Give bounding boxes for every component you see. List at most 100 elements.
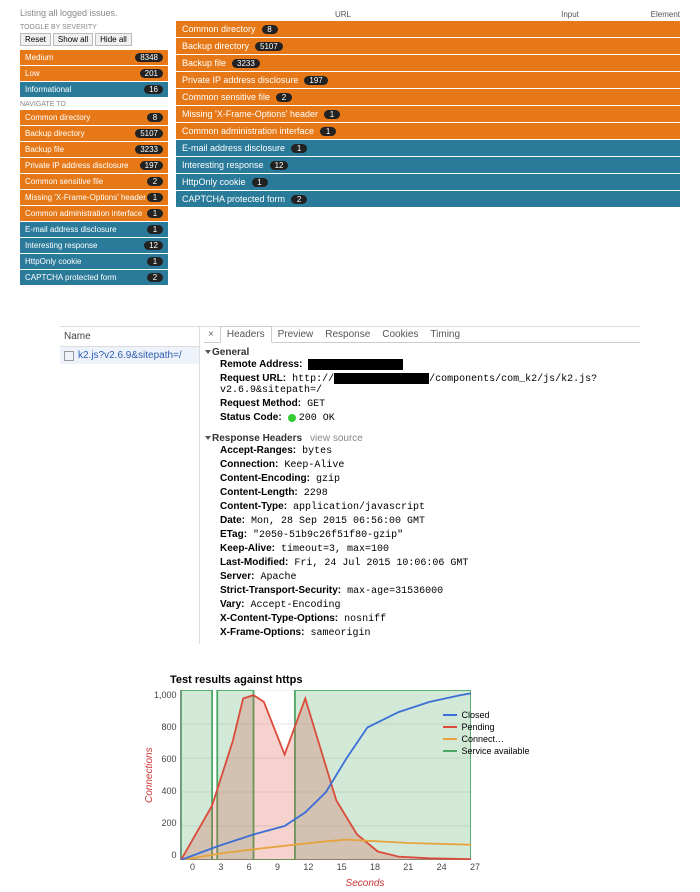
x-axis-label: Seconds [170,878,560,889]
col-input: Input [510,10,630,19]
count-badge: 8 [262,25,278,34]
devtools-panel: Name k2.js?v2.6.9&sitepath=/ × HeadersPr… [60,326,640,644]
general-section: General Remote Address: Request URL: htt… [204,343,640,429]
nav-issue-row[interactable]: Backup directory5107 [20,126,168,141]
count-badge: 197 [304,76,327,85]
resource-item[interactable]: k2.js?v2.6.9&sitepath=/ [60,347,199,364]
header-row: Content-Encoding: gzip [206,472,638,486]
count-badge: 1 [324,110,340,119]
status-code-row: Status Code: 200 OK [206,411,638,425]
grid-issue-row[interactable]: Interesting response12 [176,157,680,173]
close-icon[interactable]: × [204,329,218,340]
devtools-tabs: × HeadersPreviewResponseCookiesTiming [204,327,640,343]
count-badge: 3233 [232,59,260,68]
grid-issue-row[interactable]: Backup file3233 [176,55,680,71]
grid-issue-row[interactable]: Backup directory5107 [176,38,680,54]
resource-label: k2.js?v2.6.9&sitepath=/ [78,350,182,361]
count-badge: 1 [252,178,268,187]
header-row: Vary: Accept-Encoding [206,598,638,612]
grid-issue-row[interactable]: Common sensitive file2 [176,89,680,105]
count-badge: 2 [276,93,292,102]
headers-column: × HeadersPreviewResponseCookiesTiming Ge… [200,327,640,644]
chart-svg [181,690,471,860]
count-badge: 5107 [135,129,163,138]
legend-item: Service available [443,746,529,756]
severity-row[interactable]: Informational16 [20,82,168,97]
count-badge: 8 [147,113,163,122]
resource-checkbox[interactable] [64,351,74,361]
count-badge: 2 [147,177,163,186]
legend-item: Closed [443,710,529,720]
severity-row[interactable]: Medium8348 [20,50,168,65]
col-url: URL [176,10,510,19]
name-column: Name k2.js?v2.6.9&sitepath=/ [60,327,200,644]
header-row: Strict-Transport-Security: max-age=31536… [206,584,638,598]
y-axis-label: Connections [140,690,154,860]
count-badge: 16 [144,85,163,94]
header-row: Connection: Keep-Alive [206,458,638,472]
nav-issue-row[interactable]: Backup file3233 [20,142,168,157]
grid-issue-row[interactable]: Common directory8 [176,21,680,37]
header-row: ETag: "2050-51b9c26f51f80-gzip" [206,528,638,542]
nav-issue-row[interactable]: Interesting response12 [20,238,168,253]
issues-panel: Listing all logged issues. TOGGLE BY SEV… [0,0,700,306]
severity-row[interactable]: Low201 [20,66,168,81]
count-badge: 12 [144,241,163,250]
general-header[interactable]: General [206,347,638,358]
request-method-row: Request Method: GET [206,397,638,411]
toggle-button-row: Reset Show all Hide all [20,33,168,46]
nav-issue-row[interactable]: Common administration interface1 [20,206,168,221]
header-row: Content-Length: 2298 [206,486,638,500]
grid-issue-row[interactable]: E-mail address disclosure1 [176,140,680,156]
response-headers-header[interactable]: Response Headersview source [206,433,638,444]
count-badge: 2 [147,273,163,282]
nav-issue-row[interactable]: Common directory8 [20,110,168,125]
show-all-button[interactable]: Show all [53,33,93,46]
nav-issue-row[interactable]: Missing 'X-Frame-Options' header1 [20,190,168,205]
hide-all-button[interactable]: Hide all [95,33,132,46]
tab-cookies[interactable]: Cookies [376,327,424,342]
request-url-row: Request URL: http:///components/com_k2/j… [206,372,638,397]
chart-title: Test results against https [170,674,560,686]
count-badge: 201 [140,69,163,78]
x-tick-labels: 0369121518212427 [190,860,480,872]
header-row: Keep-Alive: timeout=3, max=100 [206,542,638,556]
tab-response[interactable]: Response [319,327,376,342]
count-badge: 8348 [135,53,163,62]
count-badge: 1 [147,209,163,218]
status-dot-icon [288,414,296,422]
count-badge: 1 [291,144,307,153]
nav-issue-row[interactable]: CAPTCHA protected form2 [20,270,168,285]
legend-item: Pending [443,722,529,732]
reset-button[interactable]: Reset [20,33,51,46]
col-element: Element [630,10,680,19]
grid-issue-row[interactable]: Private IP address disclosure197 [176,72,680,88]
grid-issue-row[interactable]: HttpOnly cookie1 [176,174,680,190]
nav-issue-row[interactable]: Common sensitive file2 [20,174,168,189]
grid-issue-row[interactable]: CAPTCHA protected form2 [176,191,680,207]
grid-issue-row[interactable]: Common administration interface1 [176,123,680,139]
grid-header: URL Input Element [176,8,680,21]
nav-issue-row[interactable]: HttpOnly cookie1 [20,254,168,269]
nav-issue-row[interactable]: E-mail address disclosure1 [20,222,168,237]
count-badge: 1 [147,225,163,234]
response-headers-section: Response Headersview source Accept-Range… [204,429,640,644]
count-badge: 1 [147,193,163,202]
tab-headers[interactable]: Headers [220,326,272,343]
count-badge: 2 [291,195,307,204]
legend-swatch [443,714,457,716]
view-source-link[interactable]: view source [310,433,363,444]
navigate-to-label: NAVIGATE TO [20,101,168,108]
nav-issue-row[interactable]: Private IP address disclosure197 [20,158,168,173]
redacted-block [308,359,403,370]
legend-swatch [443,726,457,728]
name-header: Name [60,327,199,347]
legend-item: Connect… [443,734,529,744]
tab-timing[interactable]: Timing [424,327,466,342]
grid-issue-row[interactable]: Missing 'X-Frame-Options' header1 [176,106,680,122]
remote-address-row: Remote Address: [206,358,638,372]
toggle-severity-label: TOGGLE BY SEVERITY [20,24,168,31]
tab-preview[interactable]: Preview [272,327,320,342]
header-row: Server: Apache [206,570,638,584]
chart-panel: Test results against https Connections 1… [140,674,560,889]
